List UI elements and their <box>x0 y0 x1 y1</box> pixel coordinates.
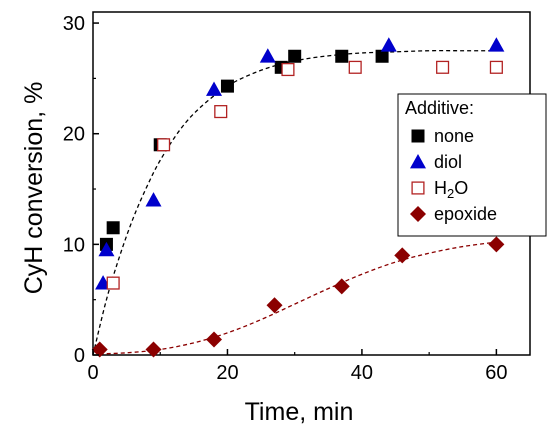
epoxide-point <box>333 278 350 295</box>
x-tick-label: 20 <box>216 362 238 384</box>
h2o-point <box>348 60 362 74</box>
legend-label: H2O <box>434 178 468 201</box>
diol-point <box>98 241 115 257</box>
none-point <box>288 49 302 63</box>
epoxide-point <box>394 247 411 264</box>
x-tick-label: 60 <box>485 362 507 384</box>
axis-ticks: 0 20 40 60 0 10 20 30 <box>63 13 508 384</box>
y-tick-label: 20 <box>63 124 85 146</box>
epoxide-point <box>206 331 223 348</box>
none-point <box>106 221 120 235</box>
y-tick-label: 0 <box>74 345 85 367</box>
data-markers <box>91 37 505 358</box>
x-tick-label: 0 <box>87 362 98 384</box>
h2o-point <box>106 276 120 290</box>
none-fit-curve <box>92 49 497 356</box>
diol-point <box>380 37 397 52</box>
y-axis-title: CyH conversion, % <box>20 82 48 295</box>
diol-point <box>488 37 505 52</box>
none-point <box>220 79 234 93</box>
epoxide-point <box>91 341 108 358</box>
none-point <box>375 49 389 63</box>
epoxide-point <box>145 341 162 358</box>
epoxide-fit-curve <box>99 241 497 355</box>
legend-label: diol <box>434 152 462 172</box>
fit-curves <box>92 49 497 356</box>
diol-point <box>206 81 223 96</box>
h2o-point <box>489 60 503 74</box>
diol-point <box>259 48 276 63</box>
epoxide-point <box>488 236 505 253</box>
diol-point <box>145 192 162 207</box>
legend-title: Additive: <box>405 98 474 118</box>
legend-marker <box>411 181 425 195</box>
legend-marker <box>411 129 425 143</box>
legend-items: none diol H2O epoxide <box>410 126 497 224</box>
legend-marker <box>410 154 426 169</box>
h2o-point <box>281 62 295 77</box>
legend-marker <box>410 206 426 222</box>
x-axis-title: Time, min <box>245 398 354 426</box>
x-tick-label: 40 <box>351 362 373 384</box>
epoxide-point <box>266 297 283 314</box>
h2o-point <box>214 105 228 119</box>
h2o-point <box>436 60 450 74</box>
legend-label: none <box>434 126 474 146</box>
legend-label: epoxide <box>434 204 497 224</box>
legend: Additive: none diol H2O epoxide <box>397 93 547 237</box>
y-tick-label: 30 <box>63 13 85 35</box>
y-tick-label: 10 <box>63 234 85 256</box>
none-point <box>335 49 349 63</box>
h2o-point <box>157 138 171 152</box>
